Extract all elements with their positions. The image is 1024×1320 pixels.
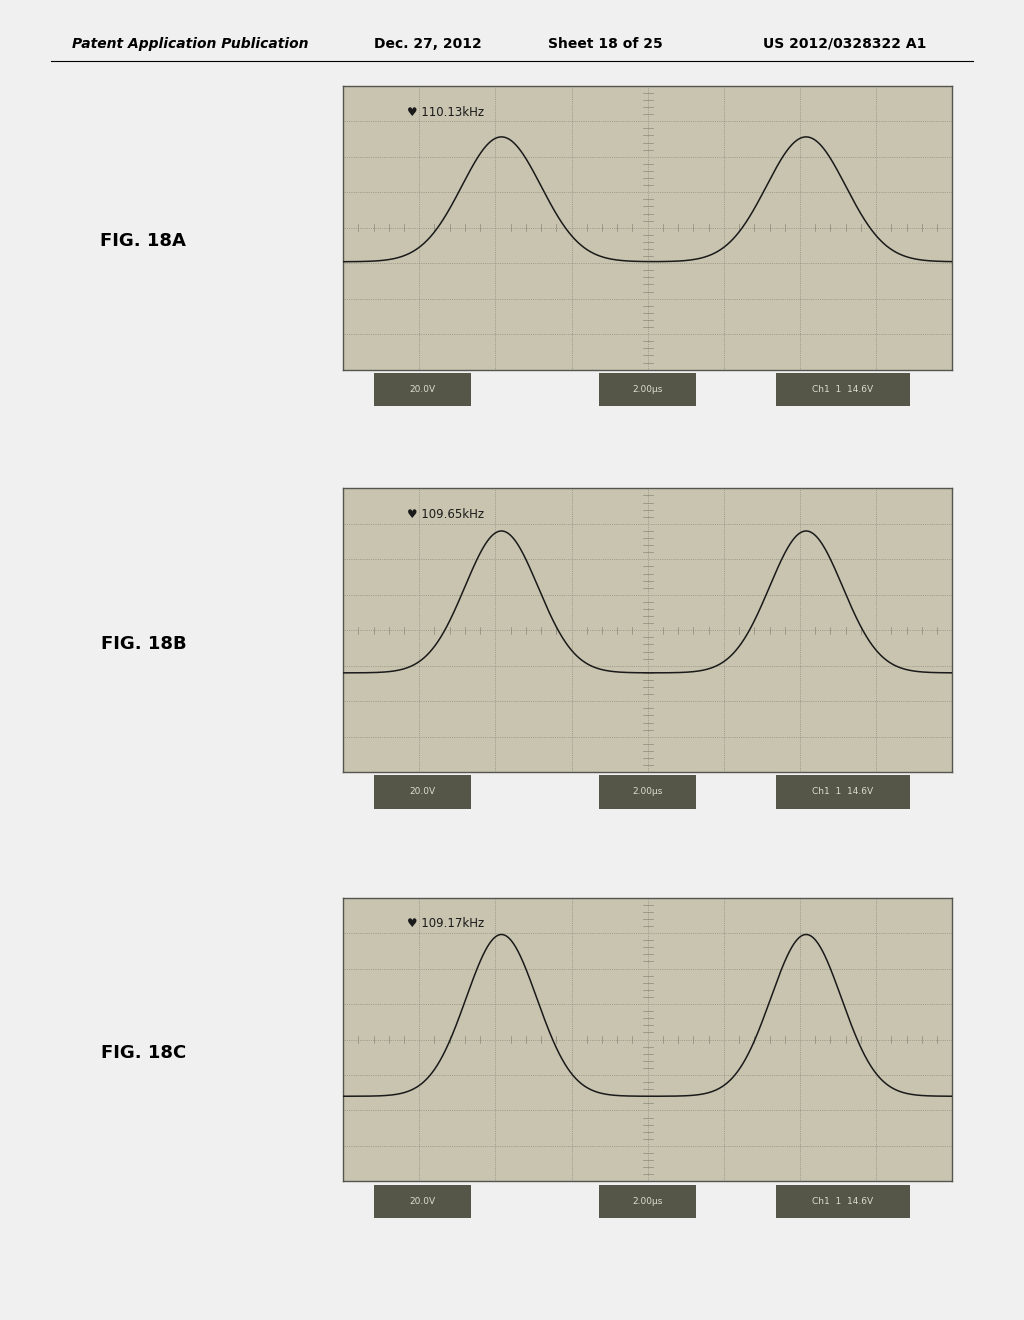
FancyBboxPatch shape (374, 1184, 471, 1218)
FancyBboxPatch shape (599, 775, 696, 809)
Text: 20.0V: 20.0V (410, 788, 435, 796)
FancyBboxPatch shape (599, 372, 696, 407)
Text: Dec. 27, 2012: Dec. 27, 2012 (374, 37, 481, 50)
Text: 20.0V: 20.0V (410, 385, 435, 393)
FancyBboxPatch shape (775, 775, 909, 809)
Text: 2.00μs: 2.00μs (633, 788, 663, 796)
Text: 2.00μs: 2.00μs (633, 1197, 663, 1205)
Text: Patent Application Publication: Patent Application Publication (72, 37, 308, 50)
FancyBboxPatch shape (775, 372, 909, 407)
Text: 2.00μs: 2.00μs (633, 385, 663, 393)
Text: FIG. 18C: FIG. 18C (100, 1044, 186, 1061)
FancyBboxPatch shape (599, 1184, 696, 1218)
Text: Ch1  1  14.6V: Ch1 1 14.6V (812, 1197, 873, 1205)
Text: FIG. 18A: FIG. 18A (100, 232, 186, 249)
Text: 20.0V: 20.0V (410, 1197, 435, 1205)
Text: Sheet 18 of 25: Sheet 18 of 25 (548, 37, 663, 50)
Text: US 2012/0328322 A1: US 2012/0328322 A1 (763, 37, 927, 50)
FancyBboxPatch shape (374, 372, 471, 407)
Text: Ch1  1  14.6V: Ch1 1 14.6V (812, 788, 873, 796)
Text: ♥ 109.17kHz: ♥ 109.17kHz (407, 917, 484, 931)
Text: ♥ 109.65kHz: ♥ 109.65kHz (407, 508, 484, 521)
Text: ♥ 110.13kHz: ♥ 110.13kHz (407, 106, 484, 119)
FancyBboxPatch shape (775, 1184, 909, 1218)
FancyBboxPatch shape (374, 775, 471, 809)
Text: Ch1  1  14.6V: Ch1 1 14.6V (812, 385, 873, 393)
Text: FIG. 18B: FIG. 18B (100, 635, 186, 652)
